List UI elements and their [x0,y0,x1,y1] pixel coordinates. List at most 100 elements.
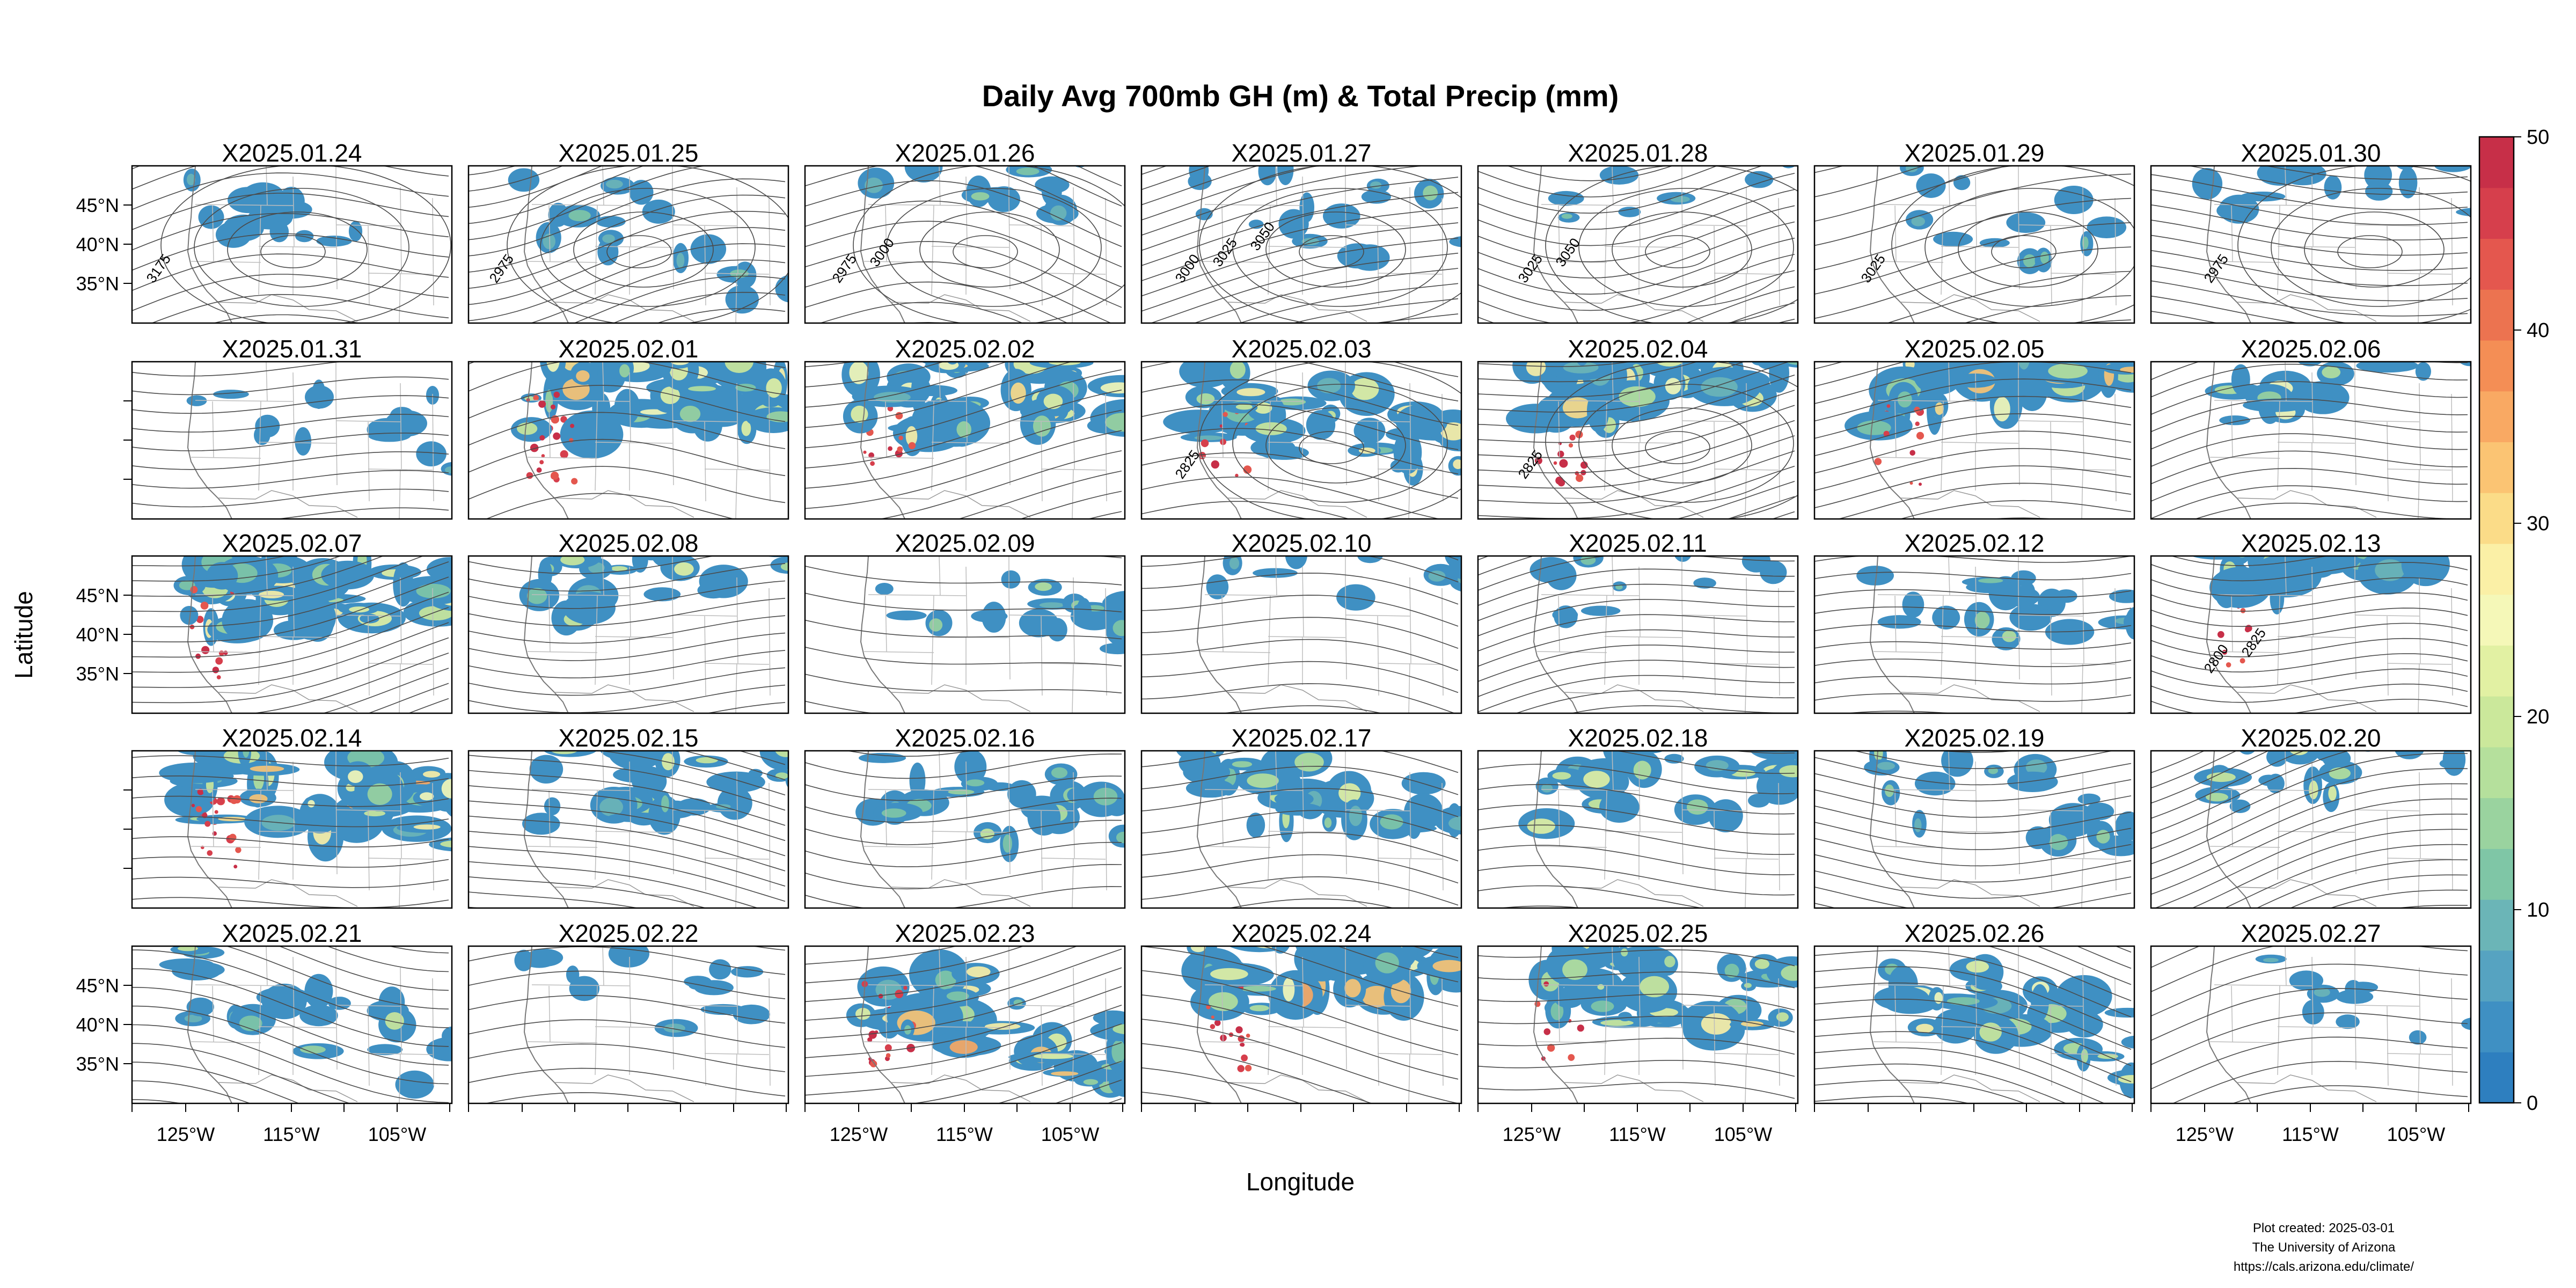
precip-area [875,583,894,595]
panel-title: X2025.01.27 [1232,139,1372,167]
y-axis-label: Latitude [10,591,38,679]
precip-core [1974,611,1990,629]
state-boundary [191,1041,261,1043]
gh-contour [132,1005,449,1085]
state-boundary [1778,978,1780,1086]
state-boundary [1604,790,1607,880]
precip-core [865,177,883,193]
precip-area [2066,1011,2103,1038]
precip-area [1076,598,1092,628]
precip-core [663,1023,685,1033]
contour-label: 2800 [2200,641,2231,676]
precip-area [2290,556,2362,575]
gh-contour [469,1067,786,1097]
precip-area [1577,362,1587,366]
gh-contour [1814,1031,2132,1099]
gh-contour [805,967,1122,1040]
gh-contour [1891,166,2134,323]
gh-contour [194,188,409,307]
precip-area [1781,166,1796,169]
state-boundary [1377,810,1379,891]
precip-core [1787,362,1798,365]
precip-core [1684,325,1693,336]
coastline [523,556,569,713]
gh-contour [132,1080,251,1103]
panel-frame [1813,361,2135,520]
state-boundary [595,1026,673,1028]
precip-area [1856,566,1894,586]
precip-core [1541,784,1553,793]
state-boundary [1975,761,1977,832]
precip-area [1403,521,1435,543]
precip-core [980,829,994,839]
precip-area [321,560,375,590]
gh-contour [2231,1085,2468,1103]
state-boundary [602,362,604,402]
gh-contour [275,507,449,519]
panel-title: X2025.01.26 [895,139,1035,167]
gh-contour [573,211,714,288]
state-boundary [1441,197,1444,306]
panel-title: X2025.02.21 [222,919,362,947]
country-boundary [1900,294,2040,322]
gh-contour [507,166,788,323]
gh-contour [132,253,449,291]
precip-core [1640,976,1669,998]
precip-core [440,840,452,848]
state-boundary [1275,751,1277,791]
gh-contour [1150,252,1459,323]
gh-contour [2151,753,2468,850]
gh-contour [805,863,1122,890]
precip-area [1406,813,1422,839]
state-boundary [212,790,214,847]
gh-contour [1814,1063,2067,1103]
state-boundary [335,197,338,290]
precip-core [1550,1002,1564,1020]
gh-contour [886,188,1102,307]
state-boundary [1105,588,1107,696]
state-boundary [191,457,261,459]
precip-core [1562,959,1587,980]
precip-max [214,810,218,814]
panel-title: X2025.02.10 [1232,529,1372,557]
coastline [1869,751,1915,908]
state-boundary [1204,789,1303,791]
state-boundary [1008,809,1074,811]
gh-contour [1478,286,1795,323]
gh-contour [805,619,1122,640]
gh-contour [1498,905,1586,908]
precip-area [1306,410,1336,440]
state-boundary [1204,984,1303,986]
country-boundary [1227,490,1367,518]
gh-contour [2329,889,2468,908]
precip-core [348,770,363,783]
gh-contour [912,1042,1122,1103]
gh-contour [2151,668,2468,688]
precip-core [1380,814,1403,830]
state-boundary [1275,946,1277,986]
state-boundary [736,383,738,470]
state-boundary [335,224,401,226]
state-boundary [629,566,631,637]
state-boundary [1408,469,1410,519]
gh-contour [1221,705,1384,713]
coastline [1533,751,1578,908]
precip-max [885,1053,891,1058]
country-boundary [554,294,694,322]
state-boundary [400,577,402,664]
precip-core [2309,780,2318,800]
precip-max [897,446,903,452]
precip-area [2449,314,2481,350]
colorbar-swatch [2479,340,2514,392]
gh-contour [1141,166,1426,236]
map-panel: X2025.02.08 [467,529,789,714]
precip-area [2381,280,2419,319]
precip-area [177,751,218,756]
state-boundary [1746,187,1748,274]
state-boundary [1873,1041,1944,1043]
gh-contour [805,946,1079,1002]
